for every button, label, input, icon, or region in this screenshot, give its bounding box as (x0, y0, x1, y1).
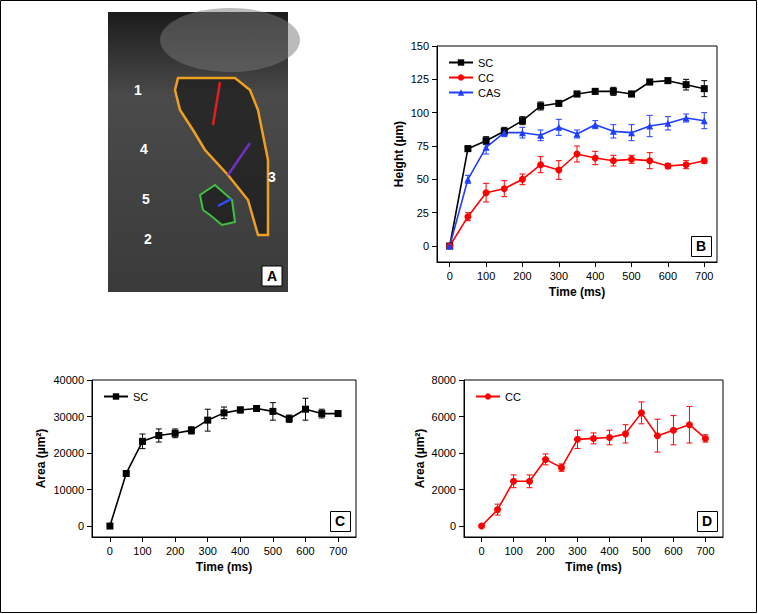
svg-text:0: 0 (447, 270, 453, 282)
svg-text:100: 100 (133, 545, 151, 557)
svg-text:500: 500 (622, 270, 640, 282)
svg-text:400: 400 (586, 270, 604, 282)
svg-text:0: 0 (479, 545, 485, 557)
svg-text:4000: 4000 (432, 447, 456, 459)
svg-text:C: C (335, 513, 345, 529)
svg-text:SC: SC (478, 57, 493, 69)
svg-text:300: 300 (550, 270, 568, 282)
svg-text:SC: SC (133, 391, 148, 403)
svg-text:40000: 40000 (53, 374, 84, 386)
svg-text:600: 600 (664, 545, 682, 557)
svg-text:600: 600 (296, 545, 314, 557)
svg-text:700: 700 (696, 545, 714, 557)
svg-text:200: 200 (166, 545, 184, 557)
svg-text:Area (µm²): Area (µm²) (413, 429, 427, 489)
svg-text:75: 75 (417, 140, 429, 152)
svg-text:100: 100 (504, 545, 522, 557)
svg-text:1: 1 (134, 82, 142, 98)
svg-text:20000: 20000 (53, 447, 84, 459)
svg-text:200: 200 (513, 270, 531, 282)
svg-text:400: 400 (600, 545, 618, 557)
svg-text:Time (ms): Time (ms) (565, 560, 621, 574)
svg-text:0: 0 (78, 520, 84, 532)
svg-text:5: 5 (142, 191, 150, 207)
svg-text:125: 125 (411, 73, 429, 85)
svg-text:6000: 6000 (432, 411, 456, 423)
svg-text:0: 0 (423, 240, 429, 252)
svg-text:Area (µm²): Area (µm²) (34, 429, 48, 489)
svg-text:700: 700 (329, 545, 347, 557)
svg-text:0: 0 (450, 520, 456, 532)
svg-text:30000: 30000 (53, 411, 84, 423)
svg-text:150: 150 (411, 40, 429, 52)
svg-text:700: 700 (695, 270, 713, 282)
svg-text:500: 500 (264, 545, 282, 557)
svg-text:CC: CC (478, 72, 494, 84)
svg-text:Time (ms): Time (ms) (549, 285, 605, 299)
svg-text:400: 400 (231, 545, 249, 557)
svg-text:300: 300 (199, 545, 217, 557)
svg-text:D: D (702, 513, 712, 529)
svg-text:10000: 10000 (53, 484, 84, 496)
svg-text:Time (ms): Time (ms) (196, 560, 252, 574)
svg-text:CAS: CAS (478, 87, 501, 99)
svg-text:50: 50 (417, 173, 429, 185)
svg-text:B: B (696, 238, 706, 254)
svg-text:2000: 2000 (432, 484, 456, 496)
svg-text:2: 2 (144, 231, 152, 247)
svg-text:100: 100 (411, 107, 429, 119)
svg-text:8000: 8000 (432, 374, 456, 386)
svg-text:CC: CC (505, 391, 521, 403)
svg-text:4: 4 (140, 141, 148, 157)
svg-text:200: 200 (536, 545, 554, 557)
svg-text:A: A (267, 268, 277, 284)
svg-text:100: 100 (477, 270, 495, 282)
svg-text:500: 500 (632, 545, 650, 557)
svg-text:600: 600 (659, 270, 677, 282)
svg-text:300: 300 (568, 545, 586, 557)
svg-text:0: 0 (107, 545, 113, 557)
svg-text:25: 25 (417, 207, 429, 219)
svg-text:Height (µm): Height (µm) (392, 121, 406, 187)
svg-text:3: 3 (268, 169, 276, 185)
